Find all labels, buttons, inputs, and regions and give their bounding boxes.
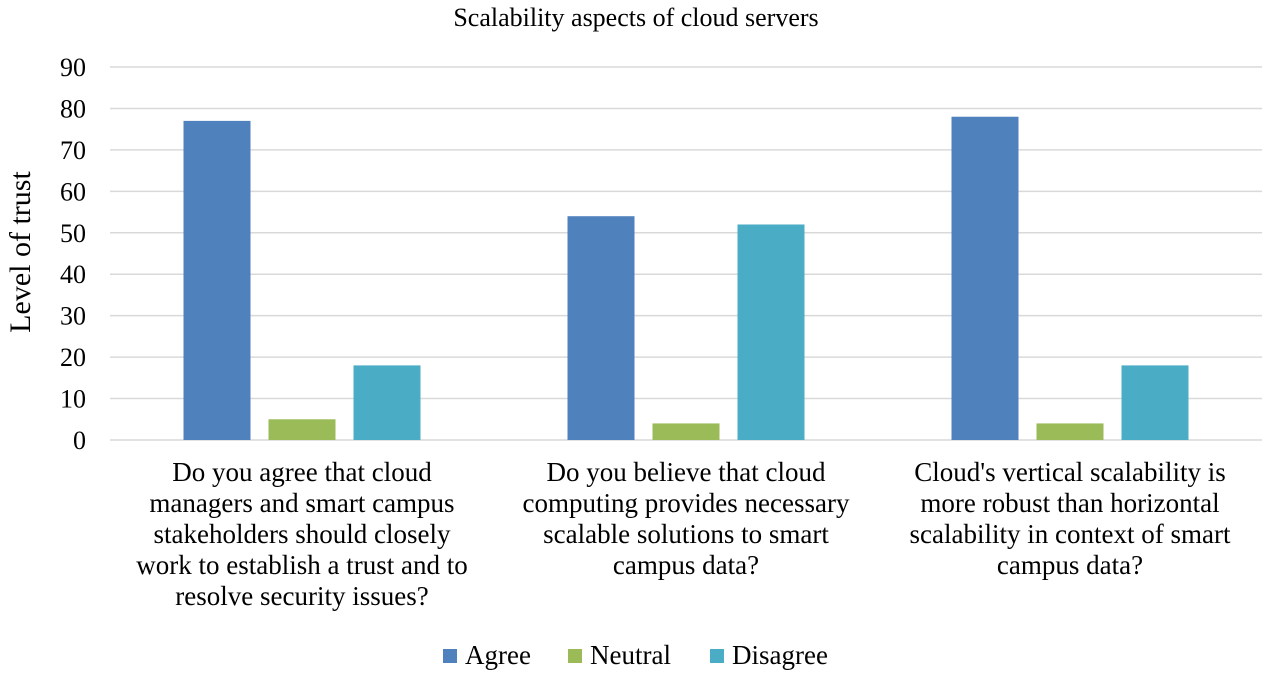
chart-title: Scalability aspects of cloud servers bbox=[453, 3, 818, 32]
category-labels: Do you agree that cloud managers and smar… bbox=[136, 457, 1231, 611]
category-label-line: resolve security issues? bbox=[175, 581, 428, 611]
y-tick-label: 60 bbox=[60, 177, 86, 206]
category-label-line: more robust than horizontal bbox=[920, 488, 1219, 518]
category-label-line: Do you agree that cloud bbox=[172, 457, 432, 487]
bar-agree-2 bbox=[567, 216, 635, 440]
y-tick-label: 20 bbox=[60, 343, 86, 372]
bar-neutral-2 bbox=[652, 423, 720, 440]
gridlines bbox=[110, 66, 1262, 441]
bar-neutral-3 bbox=[1036, 423, 1104, 440]
legend-label-agree: Agree bbox=[465, 640, 531, 670]
category-label-line: stakeholders should closely bbox=[154, 519, 451, 549]
bars bbox=[183, 116, 1189, 440]
legend-label-neutral: Neutral bbox=[590, 640, 671, 670]
y-axis-ticks: 0 10 20 30 40 50 60 70 80 90 bbox=[60, 53, 86, 455]
y-tick-label: 80 bbox=[60, 94, 86, 123]
legend: Agree Neutral Disagree bbox=[443, 640, 828, 670]
category-label-line: work to establish a trust and to bbox=[136, 550, 467, 580]
category-label-3: Cloud's vertical scalability is more robu… bbox=[910, 457, 1231, 580]
legend-swatch-disagree bbox=[710, 649, 724, 663]
category-label-2: Do you believe that cloud computing provi… bbox=[523, 457, 850, 580]
y-tick-label: 70 bbox=[60, 136, 86, 165]
category-label-1: Do you agree that cloud managers and smar… bbox=[136, 457, 467, 611]
y-tick-label: 40 bbox=[60, 260, 86, 289]
y-tick-label: 10 bbox=[60, 385, 86, 414]
category-label-line: computing provides necessary bbox=[523, 488, 850, 518]
category-label-line: scalable solutions to smart bbox=[543, 519, 829, 549]
y-axis-label: Level of trust bbox=[4, 171, 37, 333]
bar-disagree-1 bbox=[353, 365, 421, 440]
bar-agree-1 bbox=[183, 120, 251, 440]
category-label-line: managers and smart campus bbox=[149, 488, 454, 518]
category-label-line: campus data? bbox=[613, 550, 759, 580]
category-label-line: Do you believe that cloud bbox=[547, 457, 826, 487]
bar-neutral-1 bbox=[268, 419, 336, 440]
category-label-line: scalability in context of smart bbox=[910, 519, 1231, 549]
legend-label-disagree: Disagree bbox=[732, 640, 828, 670]
y-tick-label: 50 bbox=[60, 219, 86, 248]
category-label-line: campus data? bbox=[997, 550, 1143, 580]
bar-agree-3 bbox=[951, 116, 1019, 440]
bar-disagree-2 bbox=[737, 224, 805, 440]
y-tick-label: 30 bbox=[60, 302, 86, 331]
y-tick-label: 90 bbox=[60, 53, 86, 82]
legend-swatch-agree bbox=[443, 649, 457, 663]
y-tick-label: 0 bbox=[73, 426, 86, 455]
bar-disagree-3 bbox=[1121, 365, 1189, 440]
legend-swatch-neutral bbox=[568, 649, 582, 663]
category-label-line: Cloud's vertical scalability is bbox=[914, 457, 1226, 487]
